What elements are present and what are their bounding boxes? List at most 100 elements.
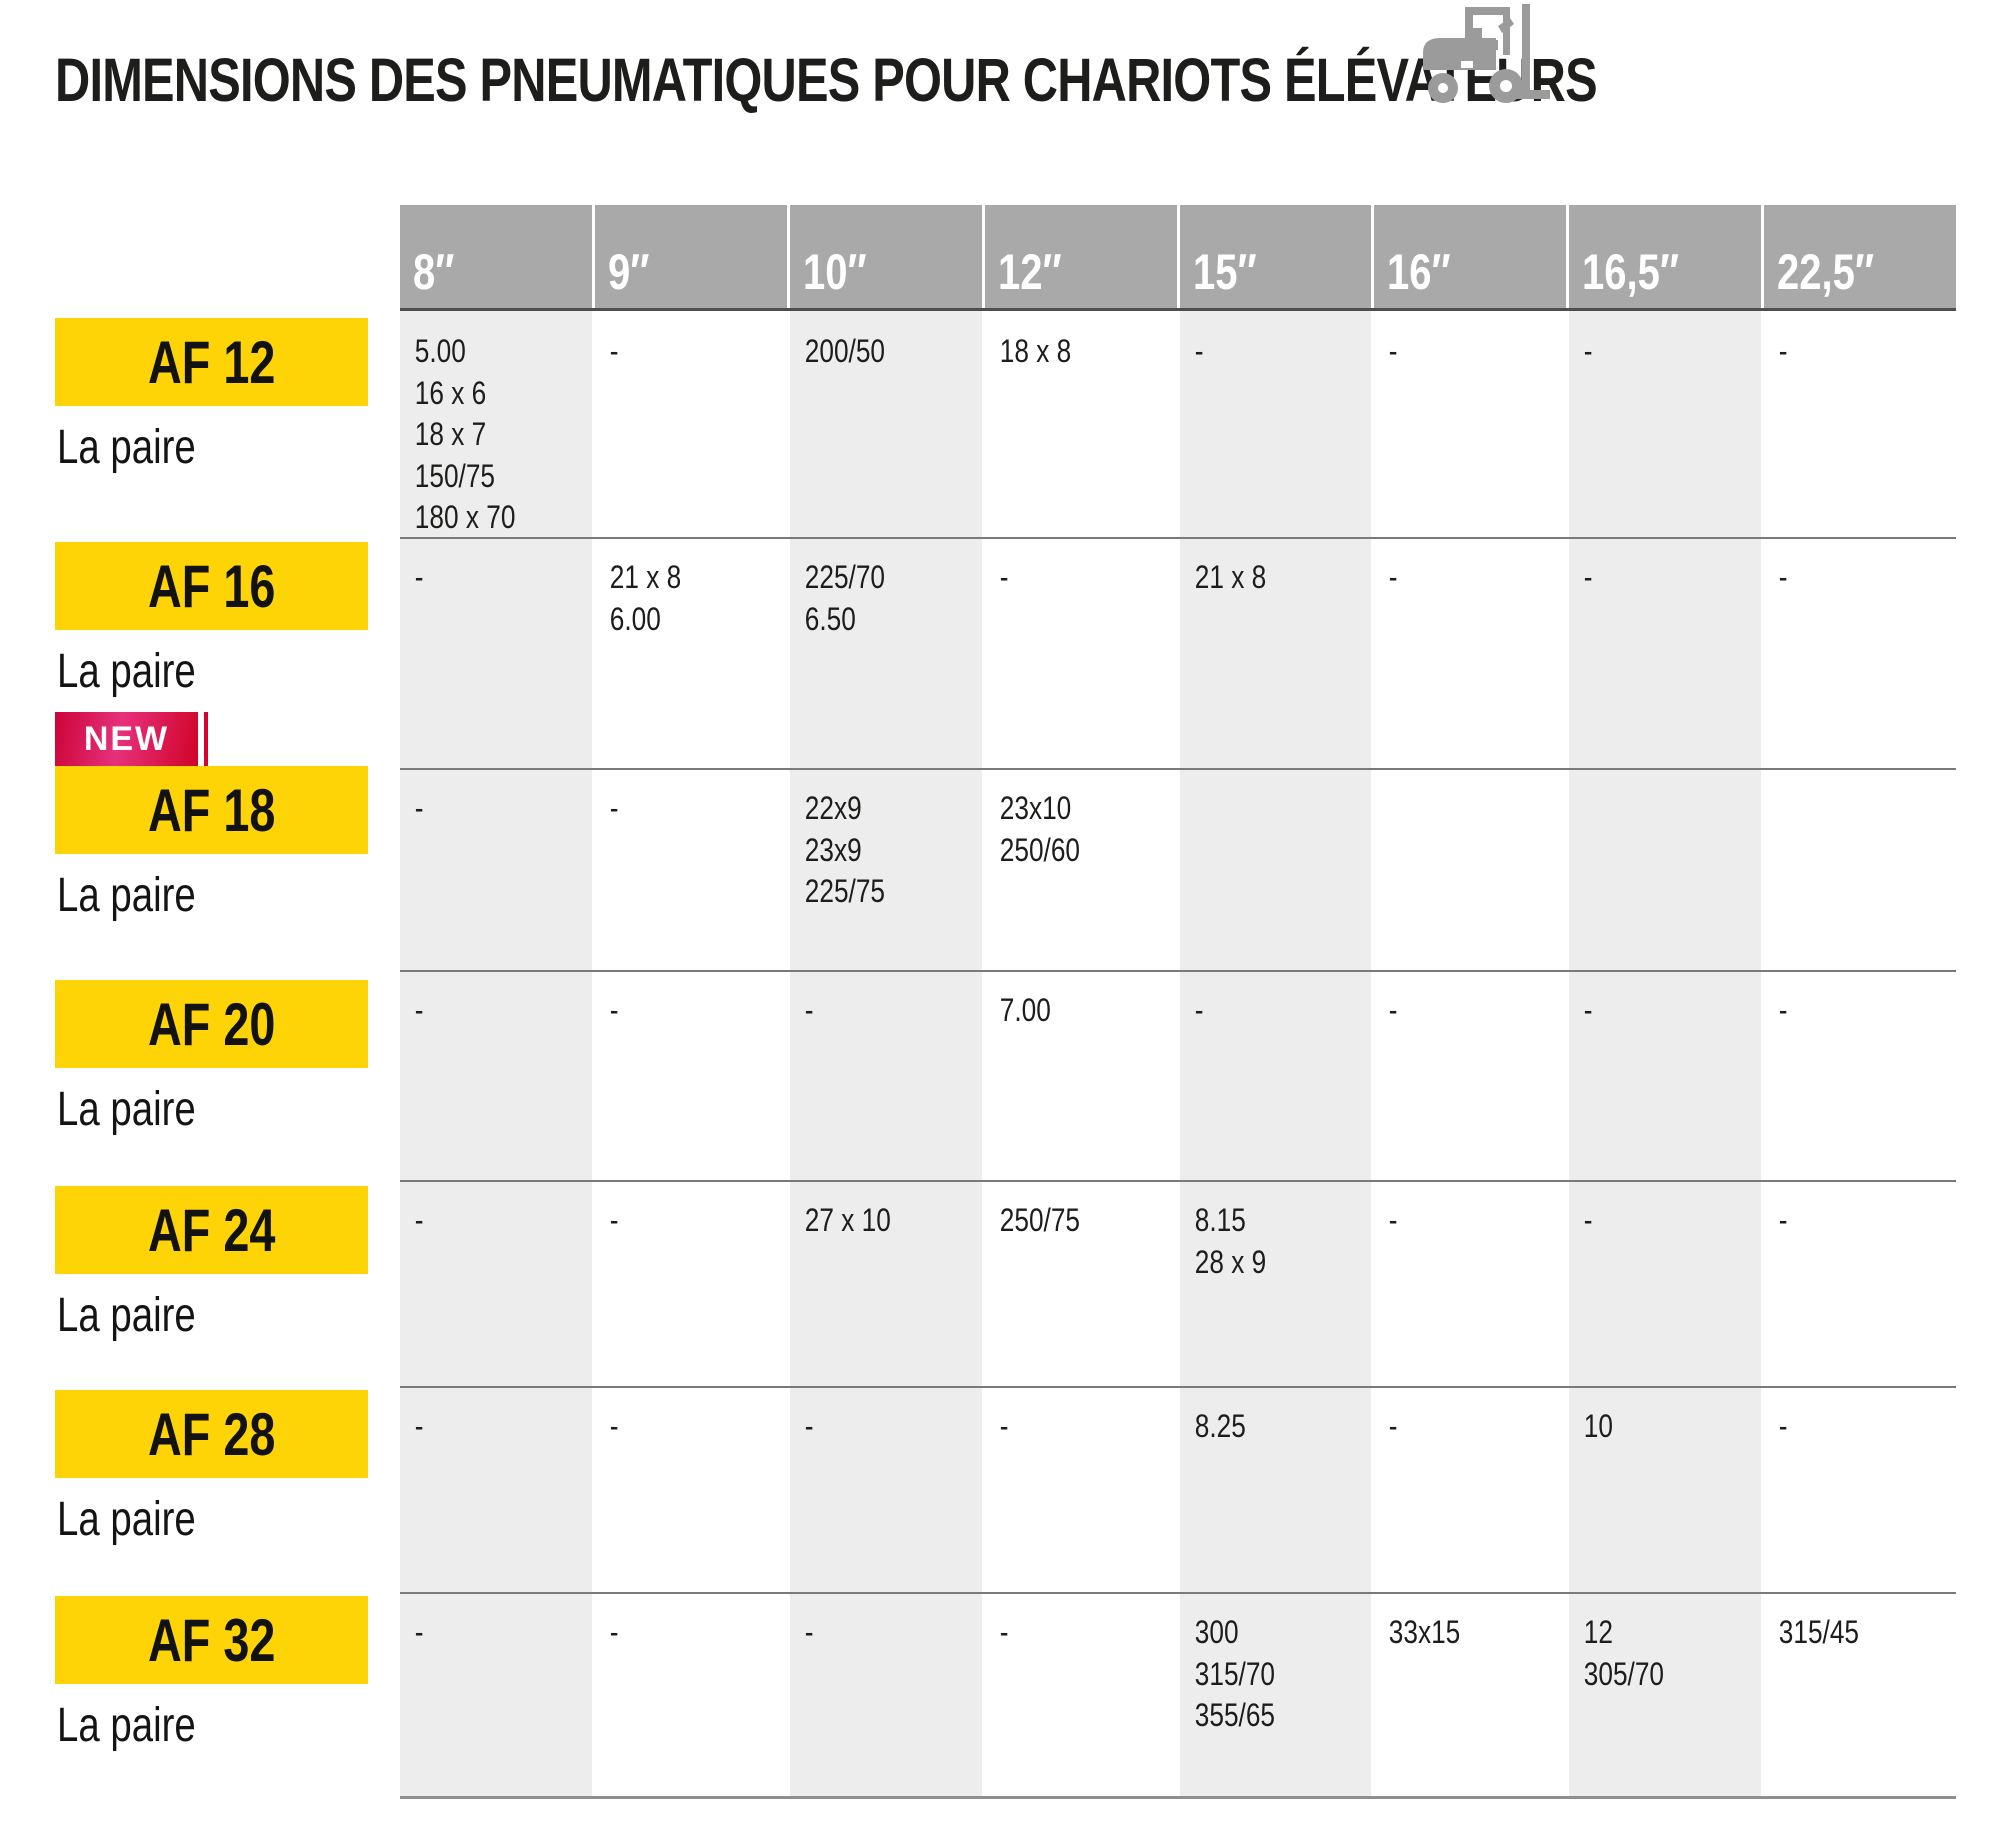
cell-af24-22-5in: - (1778, 1202, 1788, 1238)
cell-af12-8in: 5.00 16 x 6 18 x 7 150/75 180 x 70 (414, 333, 516, 536)
page-title: DIMENSIONS DES PNEUMATIQUES POUR CHARIOT… (55, 50, 1982, 111)
table-body: 5.00 16 x 6 18 x 7 150/75 180 x 70 - 200… (400, 311, 1956, 1798)
cell-af16-22-5in: - (1778, 559, 1788, 595)
new-badge-line (204, 712, 208, 766)
cell-af32-10in: - (804, 1614, 814, 1650)
unit-label-af20: La paire (57, 1083, 196, 1136)
cell-af18-22-5in (1764, 768, 1921, 970)
column-stripe (400, 311, 592, 1798)
column-header-label: 12″ (997, 244, 1062, 300)
cell-af18-16in (1374, 768, 1531, 970)
column-header-10in: 10″ (789, 205, 982, 309)
column-header-label: 16,5″ (1582, 244, 1680, 300)
column-header-9in: 9″ (594, 205, 787, 309)
model-label: AF 32 (147, 1606, 276, 1674)
column-stripes (400, 311, 1956, 1798)
cell-af24-12in: 250/75 (999, 1202, 1080, 1238)
model-badge-af12: AF 12 (55, 318, 368, 406)
cell-af20-10in: - (804, 992, 814, 1028)
cell-af28-22-5in: - (1778, 1408, 1788, 1444)
column-header-label: 9″ (607, 244, 650, 300)
model-label: AF 20 (147, 990, 276, 1058)
cell-af28-16in: - (1389, 1408, 1398, 1444)
model-label: AF 24 (147, 1196, 276, 1264)
cell-af32-9in: - (609, 1614, 619, 1650)
cell-af16-8in: - (414, 559, 424, 595)
row-separator (400, 1386, 1956, 1388)
cell-af32-16-5in: 12 305/70 (1584, 1614, 1665, 1692)
cell-af20-16in: - (1389, 992, 1398, 1028)
cell-af32-15in: 300 315/70 355/65 (1194, 1614, 1275, 1734)
cell-af32-12in: - (999, 1614, 1009, 1650)
cell-af24-15in: 8.15 28 x 9 (1194, 1202, 1266, 1280)
cell-af20-9in: - (609, 992, 619, 1028)
column-header-label: 10″ (802, 244, 867, 300)
unit-label-af18: La paire (57, 869, 196, 922)
model-label: AF 12 (147, 328, 276, 396)
cell-af20-12in: 7.00 (999, 992, 1051, 1028)
cell-af28-10in: - (804, 1408, 814, 1444)
cell-af12-10in: 200/50 (804, 333, 885, 369)
column-header-12in: 12″ (984, 205, 1177, 309)
cell-af16-9in: 21 x 8 6.00 (609, 559, 682, 637)
row-separator (400, 970, 1956, 972)
cell-af16-10in: 225/70 6.50 (804, 559, 885, 637)
cell-af18-12in: 23x10 250/60 (999, 790, 1080, 868)
unit-label-af16: La paire (57, 645, 196, 698)
cell-af24-16in: - (1389, 1202, 1398, 1238)
column-header-label: 15″ (1192, 244, 1257, 300)
page-title-text: DIMENSIONS DES PNEUMATIQUES POUR CHARIOT… (55, 46, 1598, 114)
column-header-16-5in: 16,5″ (1569, 205, 1762, 309)
column-header-22-5in: 22,5″ (1764, 205, 1956, 309)
cell-af16-16-5in: - (1584, 559, 1593, 595)
cell-af20-22-5in: - (1778, 992, 1788, 1028)
model-badge-af28: AF 28 (55, 1390, 368, 1478)
column-header-label: 16″ (1387, 244, 1452, 300)
cell-af28-9in: - (609, 1408, 619, 1444)
model-label: AF 18 (147, 776, 276, 844)
column-header-8in: 8″ (400, 205, 592, 309)
cell-af18-8in: - (414, 790, 424, 826)
new-badge: NEW (55, 712, 198, 766)
cell-af28-8in: - (414, 1408, 424, 1444)
unit-label-af32: La paire (57, 1699, 196, 1752)
unit-label-af28: La paire (57, 1493, 196, 1546)
column-header-15in: 15″ (1179, 205, 1372, 309)
model-badge-af32: AF 32 (55, 1596, 368, 1684)
cell-af24-9in: - (609, 1202, 619, 1238)
cell-af18-16-5in (1569, 768, 1726, 970)
forklift-icon (1423, 4, 1550, 103)
cell-af28-12in: - (999, 1408, 1009, 1444)
table-header-row: 8″ 9″ 10″ 12″ 15″ 16″ 16,5″ 22,5″ (400, 205, 1956, 309)
table-bottom-border (400, 1796, 1956, 1799)
cell-af28-16-5in: 10 (1584, 1408, 1614, 1444)
cell-af12-15in: - (1194, 333, 1203, 369)
header-separator (400, 308, 1956, 311)
model-badge-af16: AF 16 (55, 542, 368, 630)
cell-af24-10in: 27 x 10 (804, 1202, 891, 1238)
model-badge-af20: AF 20 (55, 980, 368, 1068)
model-badge-af18: AF 18 (55, 766, 368, 854)
column-header-16in: 16″ (1374, 205, 1567, 309)
model-label: AF 28 (147, 1400, 276, 1468)
column-stripe (1569, 311, 1762, 1798)
cell-af12-22-5in: - (1778, 333, 1788, 369)
cell-af18-10in: 22x9 23x9 225/75 (804, 790, 885, 910)
unit-label-af12: La paire (57, 421, 196, 474)
column-stripe (1179, 311, 1372, 1798)
cell-af12-12in: 18 x 8 (999, 333, 1071, 369)
row-separator (400, 768, 1956, 770)
cell-af18-15in (1180, 768, 1337, 970)
unit-label-af24: La paire (57, 1289, 196, 1342)
row-separator (400, 1180, 1956, 1182)
cell-af12-9in: - (609, 333, 619, 369)
cell-af32-8in: - (414, 1614, 424, 1650)
column-header-label: 22,5″ (1777, 244, 1875, 300)
row-separator (400, 1592, 1956, 1594)
cell-af24-8in: - (414, 1202, 424, 1238)
new-badge-label: NEW (83, 719, 170, 758)
cell-af28-15in: 8.25 (1194, 1408, 1246, 1444)
cell-af20-8in: - (414, 992, 424, 1028)
cell-af20-16-5in: - (1584, 992, 1593, 1028)
